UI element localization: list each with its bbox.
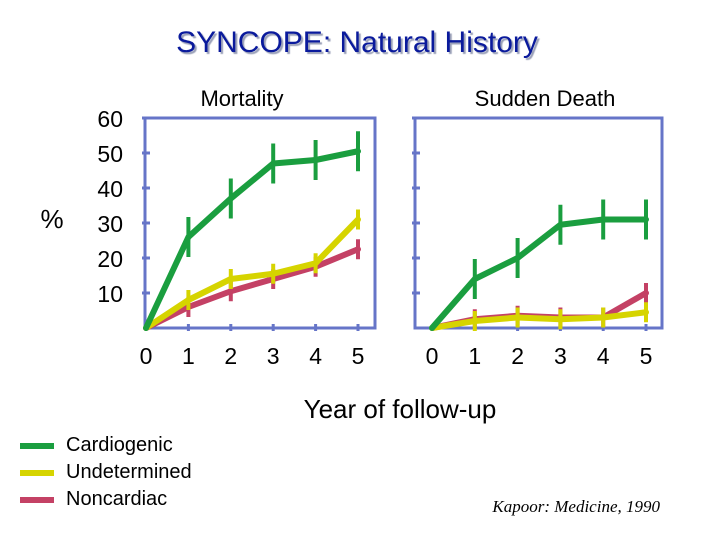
slide-title: SYNCOPE: Natural History — [176, 26, 538, 59]
mortality-title: Mortality — [200, 86, 283, 111]
legend-item-undetermined: Undetermined — [20, 459, 192, 486]
mortality-x-tick-label: 2 — [224, 343, 237, 369]
mortality-y-tick-label: 50 — [97, 141, 123, 167]
legend: Cardiogenic Undetermined Noncardiac — [20, 432, 192, 513]
sudden-death-undetermined-line — [429, 309, 649, 331]
mortality-cardiogenic-line — [143, 148, 361, 331]
mortality-x-tick-label: 3 — [267, 343, 280, 369]
legend-label-cardiogenic: Cardiogenic — [66, 434, 173, 456]
legend-swatch-cardiogenic — [20, 442, 54, 449]
sudden-death-frame — [413, 116, 664, 330]
sudden-death-x-tick-label: 2 — [511, 343, 524, 369]
legend-swatch-undetermined — [20, 469, 54, 476]
legend-item-cardiogenic: Cardiogenic — [20, 432, 192, 459]
sudden-death-cardiogenic-line — [429, 216, 649, 331]
sudden-death-x-tick-label: 4 — [597, 343, 610, 369]
mortality-undetermined-line — [143, 216, 361, 331]
sudden-death-x-tick-label: 1 — [468, 343, 481, 369]
mortality-x-tick-label: 0 — [140, 343, 153, 369]
mortality-x-tick-label: 5 — [352, 343, 365, 369]
mortality-frame — [143, 116, 377, 330]
mortality-x-tick-label: 4 — [309, 343, 322, 369]
sudden-death-title: Sudden Death — [475, 86, 616, 111]
sudden-death-x-tick-label: 3 — [554, 343, 567, 369]
mortality-y-tick-label: 30 — [97, 211, 123, 237]
x-axis-label: Year of follow-up — [304, 394, 497, 424]
legend-label-noncardiac: Noncardiac — [66, 488, 168, 510]
sudden-death-x-tick-label: 5 — [640, 343, 653, 369]
mortality-x-tick-label: 1 — [182, 343, 195, 369]
legend-item-noncardiac: Noncardiac — [20, 486, 192, 513]
mortality-y-tick-label: 40 — [97, 176, 123, 202]
mortality-noncardiac-line — [143, 246, 361, 331]
legend-swatch-noncardiac — [20, 496, 54, 503]
mortality-y-tick-label: 10 — [97, 281, 123, 307]
mortality-y-tick-label: 20 — [97, 246, 123, 272]
legend-label-undetermined: Undetermined — [66, 461, 192, 483]
citation: Kapoor: Medicine, 1990 — [492, 497, 660, 516]
mortality-y-tick-label: 60 — [97, 106, 123, 132]
y-unit-label: % — [40, 204, 63, 234]
sudden-death-x-tick-label: 0 — [426, 343, 439, 369]
